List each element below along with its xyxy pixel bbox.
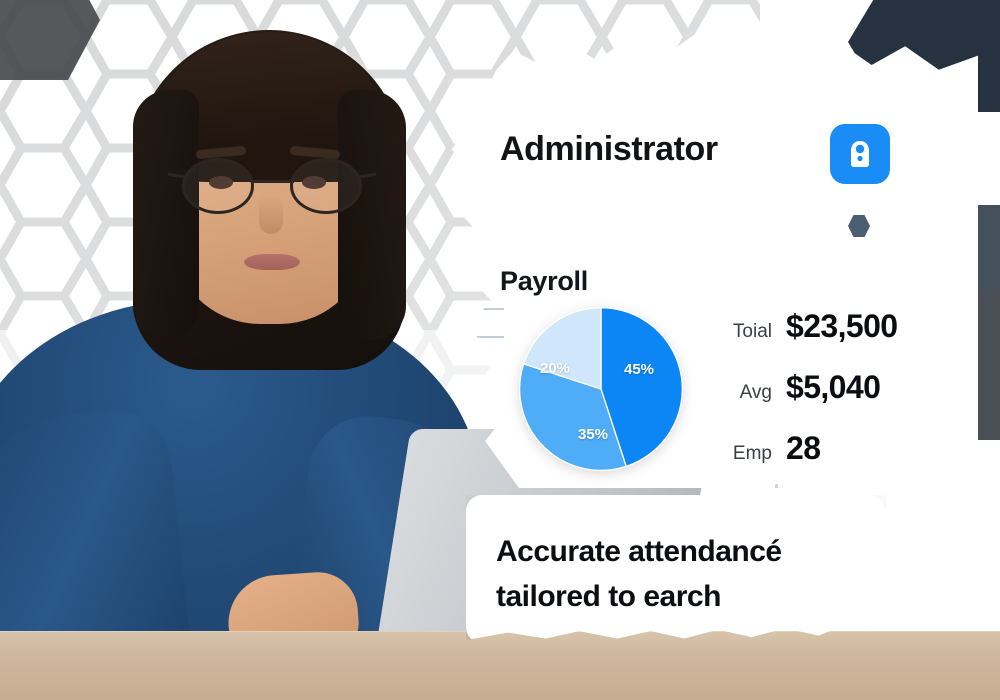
pie-label-1: 45% [624,361,655,378]
stat-label-avg: Avg [739,382,772,403]
hair-side-right [338,90,406,340]
pie-label-2: 35% [578,426,609,443]
desk-surface [0,632,1000,700]
stat-value-avg: $5,040 [786,369,881,405]
nose [259,196,283,234]
divider-tick [775,484,778,488]
glasses [167,158,377,214]
decor-hexagon-top-left [0,0,100,80]
glasses-bridge [252,180,294,183]
stat-value-total: $23,500 [786,308,898,344]
page-title: Administrator [500,130,718,168]
pie-slice [522,306,602,390]
lock-icon[interactable] [830,124,890,184]
stat-label-emp: Emp [732,443,772,464]
divider-line-bottom [451,336,504,338]
hair-side-left [133,90,199,340]
stat-row: Toial $23,500 [700,308,898,345]
pie-svg [519,306,683,471]
payroll-stats-list: Toial $23,500 Avg $5,040 Emp 28 [700,308,898,467]
caption-line-1: Accurate attendancé [496,535,782,568]
pie-slice [519,363,627,471]
pie-slice [600,306,683,468]
mouth [244,254,300,270]
payroll-section-title: Payroll [500,266,588,296]
lens-right [290,158,362,214]
payroll-pie-chart: 45% 35% 20% [518,306,684,472]
stat-label-total: Toial [732,321,772,342]
lens-left [182,158,254,214]
caption-line-2: tailored to earch [496,580,721,613]
stat-value-emp: 28 [786,430,821,466]
stat-row: Emp 28 [700,430,897,467]
pie-label-3: 20% [540,360,571,377]
mini-hexagon-icon [848,214,870,238]
caption-card: Accurate attendancé tailored to earch [466,495,886,641]
admin-dashboard-card: Administrator Payroll 45% 35% 20% Toia [451,32,978,488]
stat-row: Avg $5,040 [700,369,897,406]
